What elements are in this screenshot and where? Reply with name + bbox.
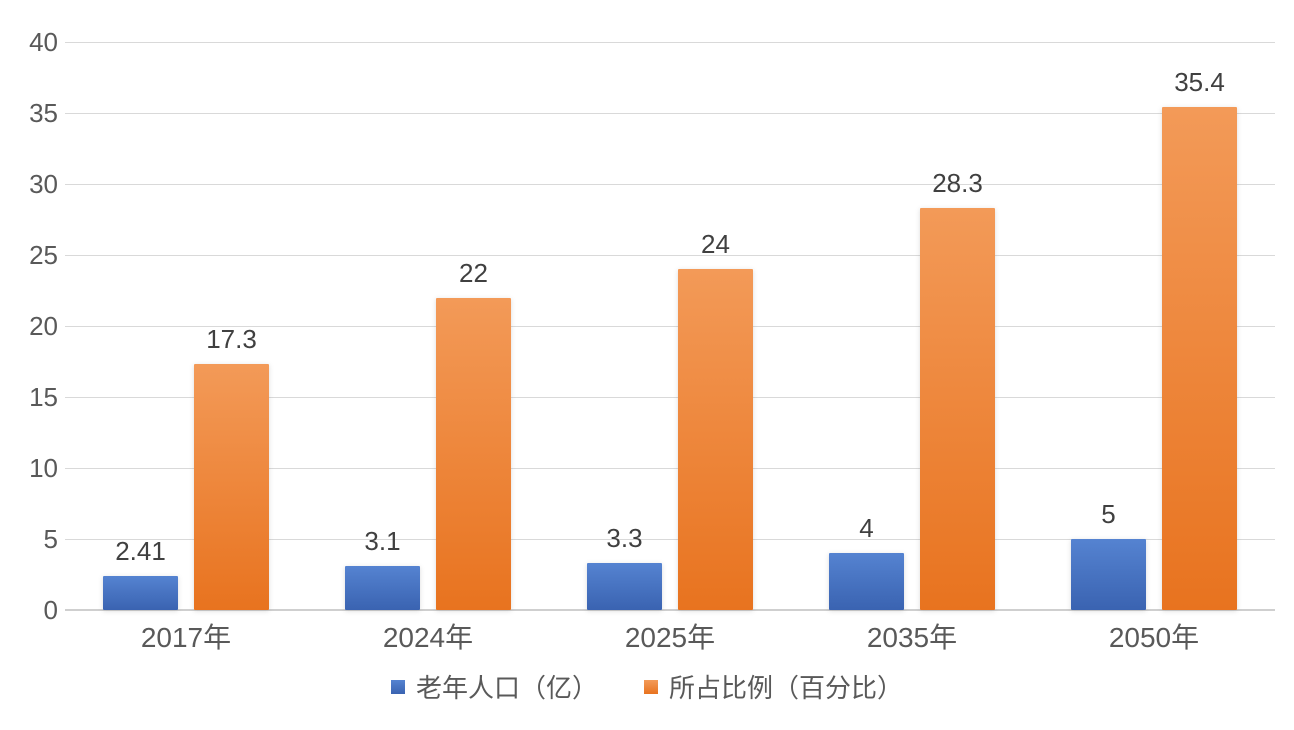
x-axis-line — [65, 609, 1275, 611]
gridline — [65, 184, 1275, 185]
legend-item-series1[interactable]: 老年人口（亿） — [390, 668, 598, 705]
x-axis-label: 2017年 — [140, 622, 232, 653]
legend-label: 老年人口（亿） — [415, 673, 598, 703]
gridline — [65, 326, 1275, 327]
x-axis-label: 2025年 — [624, 622, 716, 653]
data-label: 17.3 — [206, 324, 257, 354]
y-tick-label: 20 — [29, 311, 58, 341]
gridline — [65, 113, 1275, 114]
y-tick-label: 15 — [29, 382, 58, 412]
y-tick-label: 35 — [29, 98, 58, 128]
legend-label: 所占比例（百分比） — [669, 673, 904, 703]
data-label: 3.3 — [606, 523, 643, 553]
y-tick-label: 40 — [29, 27, 58, 57]
legend-marker-icon — [390, 679, 405, 694]
bar-series2-2024年[interactable] — [436, 298, 511, 610]
x-axis-label: 2050年 — [1108, 622, 1200, 653]
legend-item-series2[interactable]: 所占比例（百分比） — [644, 668, 903, 705]
x-axis-label: 2035年 — [866, 622, 958, 653]
bar-series2-2050年[interactable] — [1162, 107, 1237, 610]
data-label: 35.4 — [1174, 67, 1225, 97]
gridline — [65, 397, 1275, 398]
data-label: 28.3 — [932, 168, 983, 198]
data-label: 2.41 — [115, 536, 166, 566]
data-label: 3.1 — [364, 526, 401, 556]
gridline — [65, 468, 1275, 469]
data-label: 22 — [459, 258, 488, 288]
y-tick-label: 5 — [43, 524, 58, 554]
data-label: 5 — [1101, 499, 1116, 529]
gridline — [65, 539, 1275, 540]
legend-marker-icon — [644, 679, 658, 694]
y-tick-label: 0 — [43, 595, 58, 625]
legend: 老年人口（亿） 所占比例（百分比） — [0, 668, 1294, 705]
gridline — [65, 42, 1275, 43]
bar-series1-2017年[interactable] — [103, 576, 178, 610]
bar-series2-2017年[interactable] — [194, 364, 269, 610]
data-label: 24 — [701, 229, 730, 259]
bar-series1-2035年[interactable] — [829, 553, 904, 610]
gridline — [65, 255, 1275, 256]
data-label: 4 — [859, 513, 874, 543]
bar-series1-2025年[interactable] — [587, 563, 662, 610]
bar-series2-2025年[interactable] — [678, 269, 753, 610]
bar-series1-2024年[interactable] — [345, 566, 420, 610]
bar-series1-2050年[interactable] — [1071, 539, 1146, 610]
x-axis-label: 2024年 — [382, 622, 474, 653]
y-tick-label: 25 — [29, 240, 58, 270]
y-tick-label: 10 — [29, 453, 58, 483]
bar-series2-2035年[interactable] — [920, 208, 995, 610]
y-tick-label: 30 — [29, 169, 58, 199]
